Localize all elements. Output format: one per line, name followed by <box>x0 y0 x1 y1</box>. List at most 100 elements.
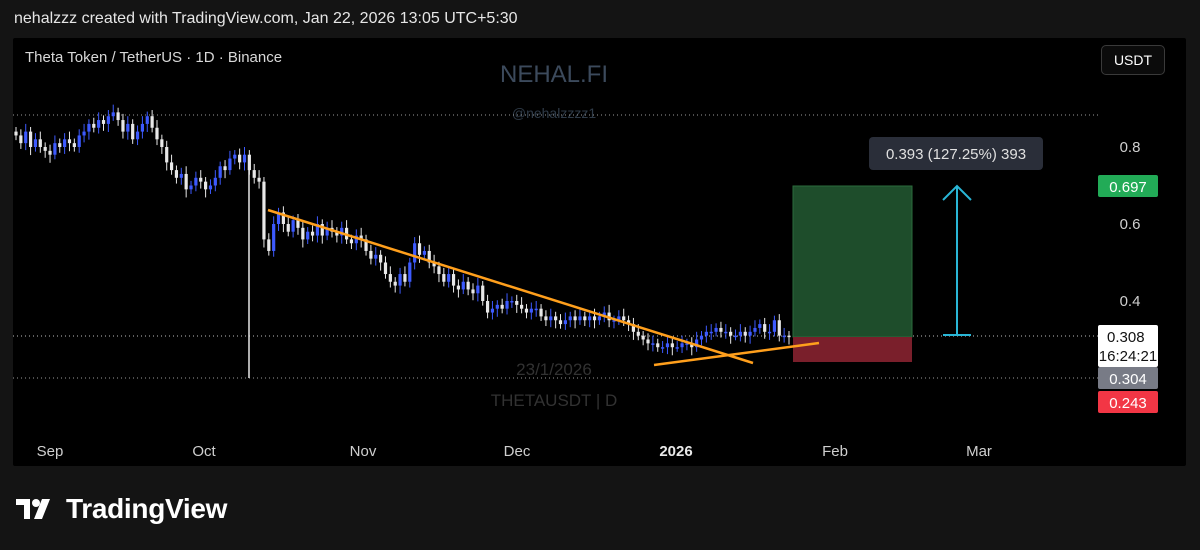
candle-body <box>651 343 655 345</box>
candle-body <box>670 343 674 348</box>
candle-body <box>291 220 295 232</box>
candle-body <box>451 274 456 286</box>
entry-price-label: 0.304 <box>1109 371 1147 388</box>
candle-body <box>281 212 285 224</box>
candle-body <box>267 239 271 251</box>
candle-body <box>126 123 130 132</box>
x-tick-label: Oct <box>192 443 216 460</box>
profit-zone[interactable] <box>792 185 913 338</box>
currency-button[interactable]: USDT <box>1101 45 1165 75</box>
candle-body <box>43 147 47 151</box>
candle-body <box>597 316 601 321</box>
descending-trendline[interactable] <box>267 208 754 365</box>
candle-body <box>782 335 786 338</box>
candle-body <box>228 158 232 171</box>
candle-body <box>539 308 543 317</box>
candle-body <box>77 135 81 147</box>
candle-body <box>714 327 718 332</box>
candle-body <box>690 343 694 348</box>
stop-loss-label: 0.243 <box>1109 395 1147 412</box>
candle-body <box>388 274 392 282</box>
candle-body <box>101 120 106 124</box>
candle-body <box>481 285 485 301</box>
candle-body <box>432 262 436 267</box>
candle-body <box>135 131 140 140</box>
price-chart[interactable]: NEHAL.FI @nehalzzzz1 23/1/2026 THETAUSDT… <box>13 38 1186 466</box>
candle-body <box>631 324 636 332</box>
candle-body <box>131 123 135 140</box>
candle-body <box>233 154 237 159</box>
candle-body <box>729 331 733 336</box>
candle-body <box>58 143 62 147</box>
candle-body <box>660 347 665 349</box>
candle-body <box>520 304 524 309</box>
candle-body <box>179 173 183 178</box>
candle-body <box>738 331 742 336</box>
candle-body <box>325 227 329 236</box>
candle-body <box>169 162 174 171</box>
ascending-trendline[interactable] <box>653 341 820 367</box>
candle-body <box>116 112 120 121</box>
candle-body <box>150 116 154 128</box>
candle-body <box>174 170 179 178</box>
candle-body <box>194 177 198 186</box>
candle-body <box>524 308 529 313</box>
candle-body <box>777 320 781 336</box>
measure-tooltip-text: 0.393 (127.25%) 393 <box>886 146 1026 163</box>
candle-body <box>626 320 631 325</box>
target-arrow[interactable] <box>942 184 972 336</box>
candle-body <box>758 324 762 328</box>
candle-body <box>656 343 660 348</box>
candle-body <box>588 316 592 321</box>
candle-body <box>208 185 213 190</box>
candle-body <box>349 239 354 244</box>
candle-body <box>437 266 441 275</box>
candle-body <box>257 177 261 182</box>
candle-body <box>476 285 480 294</box>
watermark-symbol: THETAUSDT | D <box>491 391 618 410</box>
candle-body <box>699 335 704 340</box>
candle-body <box>427 250 431 263</box>
chart-panel[interactable]: NEHAL.FI @nehalzzzz1 23/1/2026 THETAUSDT… <box>13 38 1186 466</box>
symbol-title[interactable]: Theta Token / TetherUS · 1D · Binance <box>25 49 283 66</box>
candle-body <box>184 173 188 190</box>
loss-zone[interactable] <box>793 337 912 362</box>
watermark-subtitle: @nehalzzzz1 <box>512 105 596 121</box>
candle-body <box>554 316 558 321</box>
candle-body <box>335 231 339 236</box>
candle-body <box>223 166 227 171</box>
y-tick-label: 0.6 <box>1120 216 1141 233</box>
candle-body <box>641 335 645 340</box>
x-tick-label: Feb <box>822 443 848 460</box>
candle-body <box>743 331 747 336</box>
candle-body <box>82 131 86 136</box>
watermark-date: 23/1/2026 <box>516 360 592 379</box>
candle-body <box>704 331 708 336</box>
candle-body <box>568 316 572 321</box>
candle-body <box>403 274 407 282</box>
candle-body <box>495 304 499 309</box>
candle-body <box>218 166 222 178</box>
candle-body <box>72 143 76 147</box>
candle-body <box>276 212 281 224</box>
candle-body <box>92 123 96 128</box>
candle-body <box>393 281 397 286</box>
candle-body <box>19 135 23 144</box>
candle-body <box>238 154 242 163</box>
brand-footer[interactable]: TradingView <box>16 493 227 525</box>
x-tick-label: Dec <box>504 443 531 460</box>
candle-body <box>272 224 276 251</box>
candle-body <box>364 239 368 251</box>
candle-body <box>471 289 475 294</box>
candle-body <box>252 170 256 178</box>
candle-body <box>67 139 72 144</box>
candle-body <box>695 339 699 348</box>
candle-body <box>461 281 465 290</box>
candle-body <box>680 343 684 348</box>
candle-body <box>583 316 587 321</box>
candle-body <box>28 131 33 147</box>
candle-body <box>165 147 169 163</box>
candle-body <box>515 301 519 305</box>
candle-body <box>563 320 567 325</box>
candle-body <box>592 316 597 321</box>
